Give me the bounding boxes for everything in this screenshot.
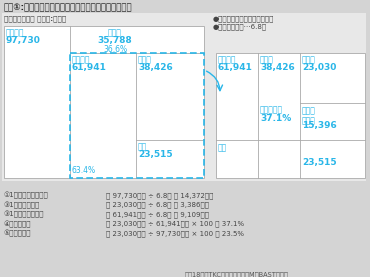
Text: 変動費: 変動費 bbox=[108, 28, 122, 37]
Text: 限界利益: 限界利益 bbox=[218, 55, 236, 64]
Text: 人件費: 人件費 bbox=[302, 55, 316, 64]
Text: ●内科・個人・無床・院内処方: ●内科・個人・無床・院内処方 bbox=[213, 15, 275, 22]
Text: ＝ 23,030千円 ÷ 61,941千円 × 100 ＝ 37.1%: ＝ 23,030千円 ÷ 61,941千円 × 100 ＝ 37.1% bbox=[106, 220, 244, 227]
Text: 平成18年版TKC医業経営指標（M－BAST）から: 平成18年版TKC医業経営指標（M－BAST）から bbox=[185, 271, 289, 277]
Text: 38,426: 38,426 bbox=[260, 63, 295, 72]
Text: 37.1%: 37.1% bbox=[260, 114, 291, 123]
Text: 図表①:変動損益計算書を分析して労働分配率を求める: 図表①:変動損益計算書を分析して労働分配率を求める bbox=[4, 3, 132, 12]
Text: ＝ 97,730千円 ÷ 6.8人 ＝ 14,372千円: ＝ 97,730千円 ÷ 6.8人 ＝ 14,372千円 bbox=[106, 192, 213, 199]
Text: 固定費: 固定費 bbox=[138, 55, 152, 64]
Text: ⑤人件費比率: ⑤人件費比率 bbox=[4, 230, 31, 237]
FancyBboxPatch shape bbox=[216, 53, 365, 178]
Text: 61,941: 61,941 bbox=[72, 63, 107, 72]
Text: 固定費: 固定費 bbox=[260, 55, 274, 64]
Text: ＝ 23,030千円 ÷ 97,730千円 × 100 ＝ 23.5%: ＝ 23,030千円 ÷ 97,730千円 × 100 ＝ 23.5% bbox=[106, 230, 244, 237]
FancyBboxPatch shape bbox=[4, 26, 204, 178]
Text: 97,730: 97,730 bbox=[6, 36, 41, 45]
Text: その他
固定費: その他 固定費 bbox=[302, 106, 316, 125]
Text: 限界利益: 限界利益 bbox=[72, 55, 91, 64]
Text: 35,788: 35,788 bbox=[98, 36, 132, 45]
Text: 利益: 利益 bbox=[138, 142, 147, 151]
Text: 労働分配率: 労働分配率 bbox=[260, 105, 283, 114]
Text: ④労働分配率: ④労働分配率 bbox=[4, 220, 31, 228]
FancyBboxPatch shape bbox=[2, 13, 366, 181]
Text: ③1人当り限界利益: ③1人当り限界利益 bbox=[4, 211, 44, 218]
Text: 23,030: 23,030 bbox=[302, 63, 336, 72]
Text: ③1人当り給与費: ③1人当り給与費 bbox=[4, 201, 40, 209]
Text: 利益: 利益 bbox=[218, 143, 227, 152]
Text: 23,515: 23,515 bbox=[138, 150, 173, 159]
Text: ①1人当り医業収益高: ①1人当り医業収益高 bbox=[4, 192, 49, 199]
Text: 23,515: 23,515 bbox=[302, 158, 337, 167]
Text: ●平均従事員数⋯6.8人: ●平均従事員数⋯6.8人 bbox=[213, 23, 267, 30]
Text: 61,941: 61,941 bbox=[218, 63, 253, 72]
Text: 医業収益: 医業収益 bbox=[6, 28, 24, 37]
Text: 38,426: 38,426 bbox=[138, 63, 173, 72]
Text: 変動損益計算書 （単位:千円）: 変動損益計算書 （単位:千円） bbox=[4, 15, 66, 22]
Text: ＝ 23,030千円 ÷ 6.8人 ＝ 3,386千円: ＝ 23,030千円 ÷ 6.8人 ＝ 3,386千円 bbox=[106, 201, 209, 208]
Text: 15,396: 15,396 bbox=[302, 121, 337, 130]
Text: ＝ 61,941千円 ÷ 6.8人 ＝ 9,109千円: ＝ 61,941千円 ÷ 6.8人 ＝ 9,109千円 bbox=[106, 211, 209, 218]
Text: 36.6%: 36.6% bbox=[103, 45, 127, 54]
Text: 63.4%: 63.4% bbox=[72, 166, 96, 175]
